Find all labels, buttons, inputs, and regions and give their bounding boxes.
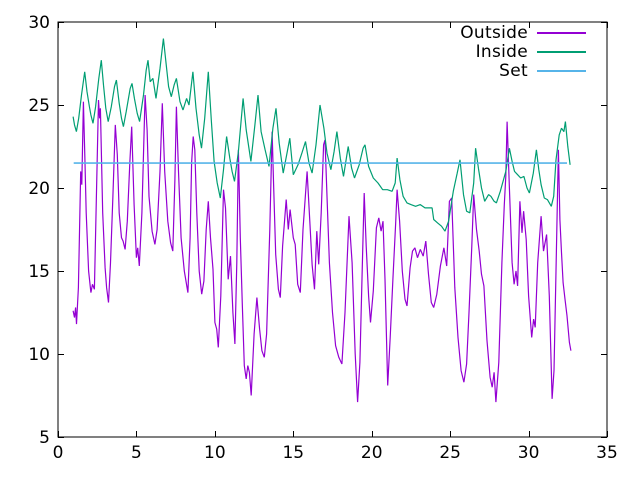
chart-legend: Outside Inside Set	[460, 22, 586, 81]
y-tick-label: 25	[28, 96, 50, 116]
x-tick-label: 5	[131, 443, 142, 463]
legend-item-inside: Inside	[460, 41, 586, 62]
x-tick-label: 20	[361, 443, 383, 463]
y-tick-label: 15	[28, 262, 50, 282]
series-line-outside	[72, 94, 572, 403]
series-line-inside	[72, 38, 571, 232]
y-tick-label: 10	[28, 345, 50, 365]
x-tick-label: 15	[282, 443, 304, 463]
x-tick-label: 25	[439, 443, 461, 463]
legend-item-outside: Outside	[460, 22, 586, 43]
plot-border	[57, 21, 608, 438]
x-tick-label: 0	[53, 443, 64, 463]
y-tick-label: 20	[28, 179, 50, 199]
legend-item-set: Set	[460, 60, 586, 81]
legend-line-sample-outside	[537, 31, 586, 34]
x-tick-label: 35	[596, 443, 618, 463]
y-tick-label: 5	[39, 428, 50, 448]
x-tick-label: 10	[204, 443, 226, 463]
legend-line-sample-set	[537, 69, 586, 72]
legend-line-sample-inside	[537, 50, 586, 53]
y-tick-label: 30	[28, 13, 50, 33]
legend-label-set: Set	[499, 60, 528, 81]
x-tick-label: 30	[518, 443, 540, 463]
legend-label-outside: Outside	[460, 22, 528, 43]
legend-label-inside: Inside	[475, 41, 528, 62]
